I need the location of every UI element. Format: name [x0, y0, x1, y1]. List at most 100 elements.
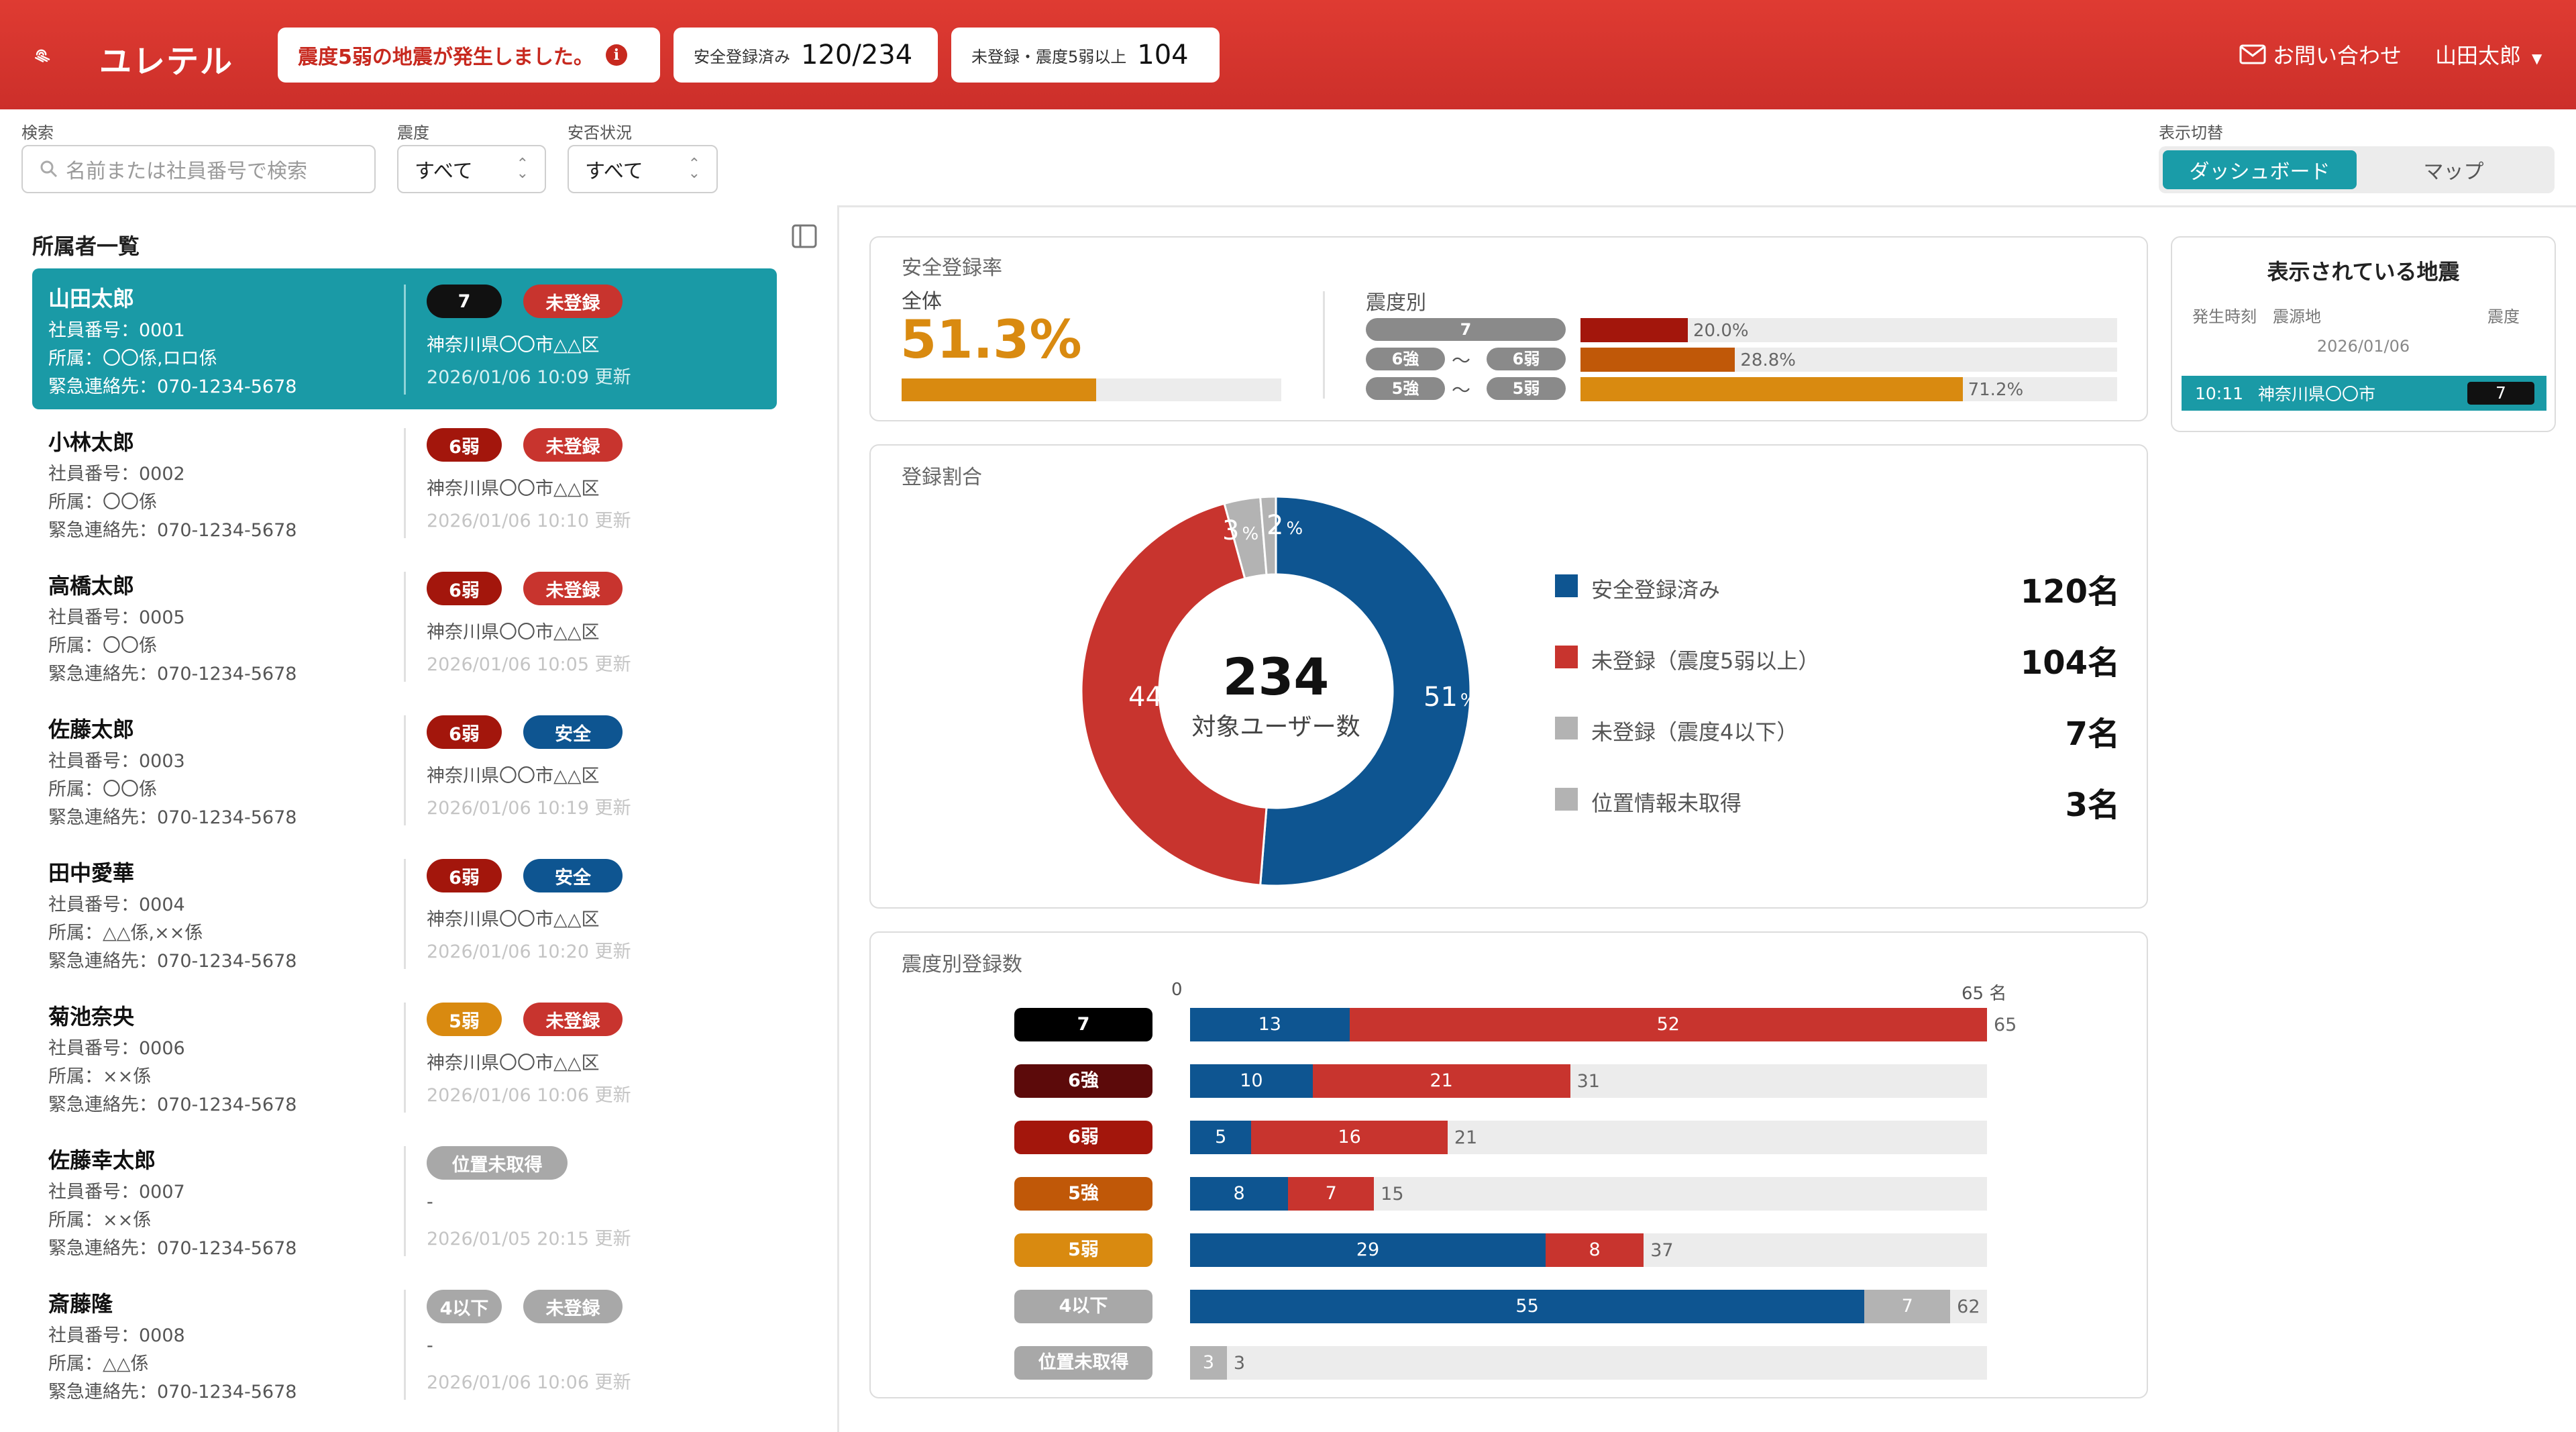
- search-label: 検索: [21, 123, 54, 142]
- employee-updated: 2026/01/05 20:15 更新: [427, 1229, 631, 1249]
- intensity-pill: 6弱: [1014, 1121, 1152, 1154]
- user-name: 山田太郎: [2435, 43, 2522, 68]
- info-icon[interactable]: i: [605, 44, 627, 66]
- employee-card[interactable]: 高橋太郎 社員番号：0005 所属：〇〇係 緊急連絡先：070-1234-5678 6弱…: [32, 556, 777, 697]
- overall-bar-track: [902, 378, 1281, 401]
- intensity-pill: 7: [1014, 1008, 1152, 1041]
- intensity-badge: 6弱: [427, 428, 502, 462]
- view-map-button[interactable]: マップ: [2423, 160, 2484, 184]
- employee-dept: 所属：△△係,××係: [48, 923, 203, 943]
- quake-select[interactable]: すべて ⌃ ⌄: [397, 145, 546, 193]
- status-badge: 未登録: [523, 428, 623, 462]
- donut-percent-unreg_high: 44%: [1128, 682, 1182, 713]
- rate-bar-track: [1580, 318, 2117, 342]
- employee-updated: 2026/01/06 10:20 更新: [427, 941, 631, 962]
- intensity-pill: 5弱: [1014, 1233, 1152, 1267]
- displayed-quake-panel: 表示されている地震 発生時刻 震源地 震度 2026/01/06 10:11 神…: [2171, 236, 2556, 432]
- legend-swatch: [1555, 574, 1578, 597]
- quake-event-row[interactable]: 10:11 神奈川県〇〇市 7: [2182, 376, 2546, 411]
- unregistered-value: 104: [1137, 40, 1189, 70]
- intensity-pill-from: 6強: [1366, 348, 1445, 370]
- divider: [404, 715, 406, 825]
- app-logo-icon[interactable]: [35, 27, 95, 83]
- employee-name: 田中愛華: [48, 860, 135, 886]
- registered-count-pill: 安全登録済み 120/234: [674, 28, 938, 83]
- intensity-badge: 7: [427, 285, 502, 318]
- legend-swatch: [1555, 717, 1578, 739]
- registration-ratio-card: 登録割合 51% 44% 3% 2% 234 対象ユーザー数 安全登録済み 120名 未登…: [869, 444, 2148, 909]
- sidebar-collapse-icon[interactable]: [792, 224, 817, 248]
- contact-link[interactable]: お問い合わせ: [2239, 39, 2402, 70]
- legend-value: 120名: [2020, 573, 2120, 611]
- status-select[interactable]: すべて ⌃ ⌄: [568, 145, 718, 193]
- view-toggle[interactable]: ダッシュボード マップ: [2159, 146, 2555, 193]
- divider: [404, 428, 406, 538]
- user-menu[interactable]: 山田太郎 ▼: [2435, 39, 2542, 70]
- employee-card[interactable]: 佐藤幸太郎 社員番号：0007 所属：××係 緊急連絡先：070-1234-5678 位…: [32, 1130, 777, 1271]
- employee-card[interactable]: 佐藤太郎 社員番号：0003 所属：〇〇係 緊急連絡先：070-1234-5678 6弱…: [32, 699, 777, 840]
- unregistered-count-pill: 未登録・震度5弱以上 104: [951, 28, 1220, 83]
- intensity-badge: 位置未取得: [427, 1146, 568, 1180]
- divider: [837, 205, 839, 1432]
- employee-updated: 2026/01/06 10:06 更新: [427, 1372, 631, 1393]
- bar-segment: 52: [1349, 1008, 1987, 1041]
- employee-emergency-contact: 緊急連絡先：070-1234-5678: [48, 520, 297, 541]
- status-badge: 安全: [523, 715, 623, 749]
- employee-card[interactable]: 菊池奈央 社員番号：0006 所属：××係 緊急連絡先：070-1234-5678 5弱…: [32, 986, 777, 1127]
- employee-emergency-contact: 緊急連絡先：070-1234-5678: [48, 1238, 297, 1259]
- intensity-pill-to: 6弱: [1487, 348, 1566, 370]
- divider: [404, 859, 406, 969]
- employee-id: 社員番号：0006: [48, 1038, 185, 1059]
- bar-segment: 55: [1190, 1290, 1865, 1323]
- legend-label: 安全登録済み: [1591, 577, 1721, 603]
- employee-name: 佐藤幸太郎: [48, 1147, 156, 1173]
- intensity-badge: 6弱: [427, 859, 502, 892]
- employee-card[interactable]: 斎藤隆 社員番号：0008 所属：△△係 緊急連絡先：070-1234-5678 4以下…: [32, 1274, 777, 1415]
- employee-emergency-contact: 緊急連絡先：070-1234-5678: [48, 807, 297, 828]
- divider: [837, 205, 2576, 207]
- tilde: 〜: [1452, 379, 1471, 401]
- employee-updated: 2026/01/06 10:10 更新: [427, 511, 631, 531]
- quake-filter-label: 震度: [397, 123, 429, 142]
- select-arrows-icon: ⌃ ⌄: [688, 156, 700, 182]
- intensity-badge: 6弱: [427, 572, 502, 605]
- employee-location: -: [427, 1335, 433, 1356]
- alert-banner[interactable]: 震度5弱の地震が発生しました。 i: [278, 28, 660, 83]
- view-dashboard-button[interactable]: ダッシュボード: [2163, 150, 2357, 189]
- employee-name: 斎藤隆: [48, 1291, 113, 1317]
- donut-slice-safe: [1259, 495, 1472, 887]
- intensity-pill: 5強: [1014, 1177, 1152, 1211]
- employee-card[interactable]: 田中愛華 社員番号：0004 所属：△△係,××係 緊急連絡先：070-1234-56…: [32, 843, 777, 984]
- employee-location: 神奈川県〇〇市△△区: [427, 478, 600, 499]
- employee-dept: 所属：××係: [48, 1210, 152, 1231]
- employee-dept: 所属：〇〇係: [48, 492, 157, 513]
- intensity-badge: 6弱: [427, 715, 502, 749]
- alert-text: 震度5弱の地震が発生しました。: [298, 46, 594, 69]
- employee-location: 神奈川県〇〇市△△区: [427, 766, 600, 786]
- employee-id: 社員番号：0005: [48, 607, 185, 628]
- axis-tick-min: 0: [1171, 980, 1183, 1000]
- employee-id: 社員番号：0008: [48, 1325, 185, 1346]
- employee-emergency-contact: 緊急連絡先：070-1234-5678: [48, 664, 297, 684]
- search-icon: [40, 160, 58, 178]
- employee-name: 小林太郎: [48, 429, 135, 455]
- card-title: 登録割合: [902, 466, 982, 489]
- search-input[interactable]: 名前または社員番号で検索: [21, 145, 376, 193]
- employee-updated: 2026/01/06 10:05 更新: [427, 654, 631, 675]
- col-place: 震源地: [2273, 307, 2321, 326]
- overall-label: 全体: [902, 290, 942, 313]
- tilde: 〜: [1452, 350, 1471, 372]
- divider: [404, 285, 406, 395]
- status-badge: 安全: [523, 859, 623, 892]
- donut-total-label: 対象ユーザー数: [1191, 713, 1360, 741]
- quake-date: 2026/01/06: [2316, 337, 2410, 356]
- event-intensity-badge: 7: [2467, 382, 2534, 405]
- employee-card[interactable]: 山田太郎 社員番号：0001 所属：〇〇係,ロロ係 緊急連絡先：070-1234-56…: [32, 268, 777, 409]
- divider: [404, 1003, 406, 1113]
- status-badge: 未登録: [523, 572, 623, 605]
- divider: [404, 1146, 406, 1256]
- rate-bar-fill: [1580, 377, 1963, 401]
- status-badge: 未登録: [523, 1003, 623, 1036]
- employee-card[interactable]: 小林太郎 社員番号：0002 所属：〇〇係 緊急連絡先：070-1234-5678 6弱…: [32, 412, 777, 553]
- rate-bar-track: [1580, 348, 2117, 372]
